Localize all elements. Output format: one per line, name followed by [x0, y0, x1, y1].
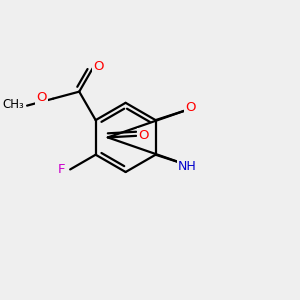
Text: CH₃: CH₃ [2, 98, 24, 112]
Text: F: F [58, 163, 65, 176]
Text: O: O [185, 101, 195, 114]
Text: O: O [93, 60, 104, 73]
Text: NH: NH [178, 160, 196, 173]
Text: O: O [36, 91, 47, 104]
Text: O: O [138, 129, 148, 142]
